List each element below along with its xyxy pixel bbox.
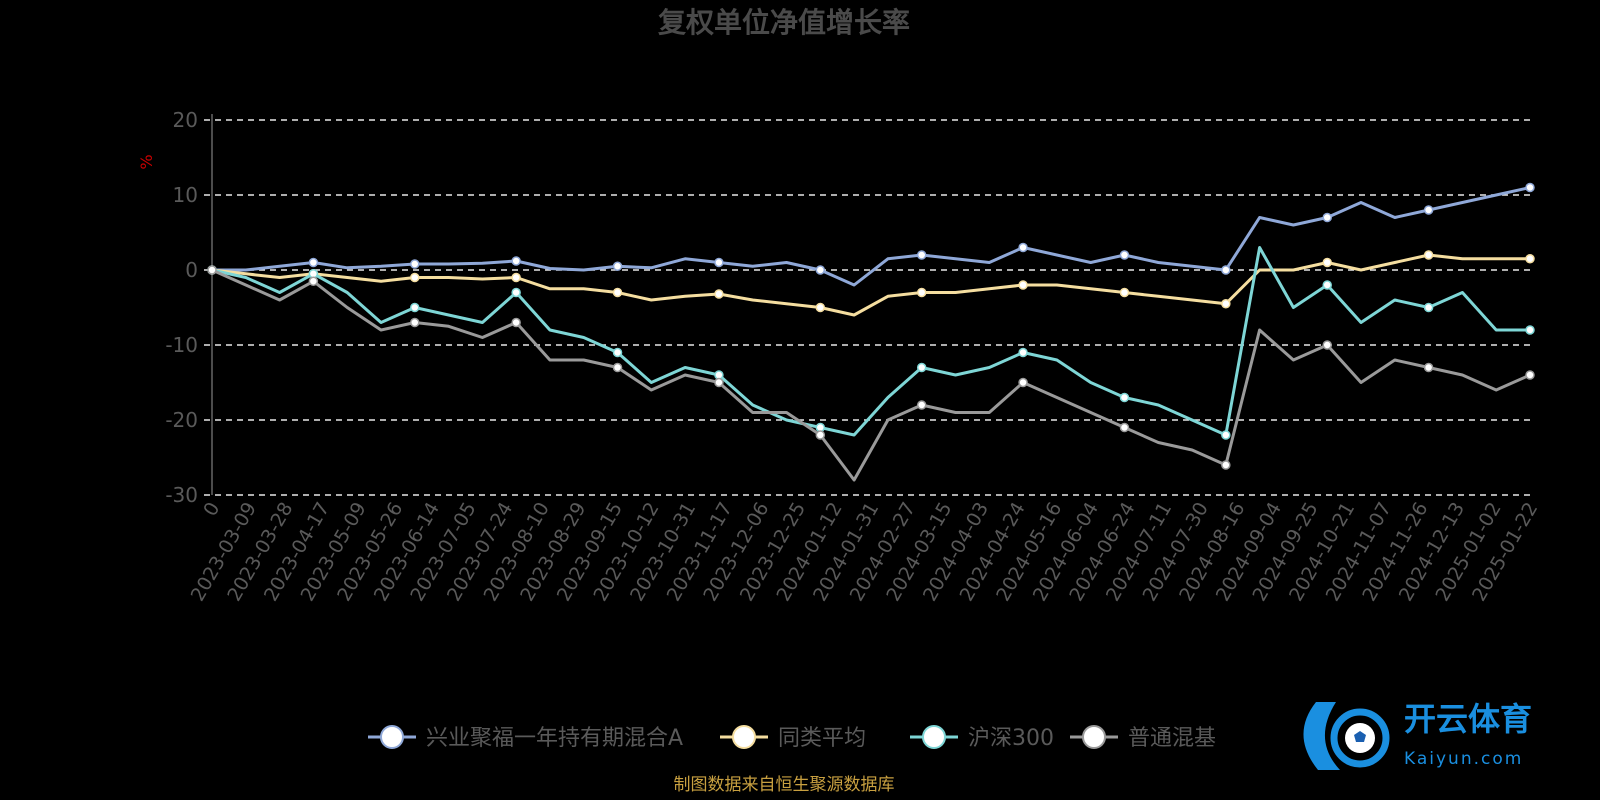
y-tick-label: -10: [165, 333, 198, 357]
series-1-point: [1322, 257, 1332, 268]
series-2-point: [1322, 280, 1332, 290]
series-0-point: [815, 265, 826, 275]
series-2-point: [1525, 325, 1535, 335]
legend-label: 同类平均: [778, 726, 866, 751]
y-tick-label: 0: [185, 258, 198, 282]
series-0-point: [612, 261, 623, 271]
series-3-group: [207, 265, 1535, 482]
y-tick-label: -20: [165, 408, 198, 432]
series-3-point: [1322, 340, 1332, 350]
series-0-point: [511, 256, 521, 266]
series-3-point: [916, 400, 927, 410]
series-0-line: [212, 186, 1531, 287]
series-0-point: [1322, 212, 1332, 223]
series-3-point: [714, 377, 724, 388]
y-tick-label: -30: [165, 483, 198, 507]
series-2-point: [916, 362, 927, 373]
legend-item-1[interactable]: 同类平均: [720, 725, 866, 751]
legend-item-2[interactable]: 沪深300: [910, 725, 1054, 751]
watermark-text: 开云体育: [1404, 700, 1532, 738]
series-1-point: [1221, 299, 1231, 309]
series-3-line: [211, 268, 1531, 482]
logo-ball-ring: [1330, 708, 1390, 768]
y-tick-label: 20: [173, 108, 198, 132]
series-0-point: [410, 259, 420, 269]
series-2-point: [1221, 430, 1231, 440]
legend: 兴业聚福一年持有期混合A 同类平均 沪深300 普通混基: [368, 725, 1216, 751]
y-unit-label: %: [137, 154, 156, 169]
legend-label: 沪深300: [968, 726, 1054, 751]
series-3-point: [1119, 422, 1130, 433]
watermark-logo: 开云体育 Kaiyun.com: [1303, 700, 1532, 770]
legend-label: 兴业聚福一年持有期混合A: [426, 726, 683, 751]
series-1-point: [1525, 254, 1535, 264]
series-0-point: [1525, 182, 1535, 193]
y-tick-label: 10: [173, 183, 198, 207]
series-0-group: [207, 182, 1535, 287]
series-3-point: [1221, 460, 1231, 470]
legend-marker: [922, 725, 946, 749]
ball-pentagon: [1354, 731, 1366, 742]
series-1-point: [1119, 287, 1130, 298]
legend-marker: [1082, 725, 1106, 749]
series-1-point: [410, 272, 420, 283]
series-3-point: [308, 276, 319, 286]
series-0-point: [1119, 250, 1130, 260]
watermark-sub: Kaiyun.com: [1404, 749, 1523, 769]
legend-marker: [732, 725, 756, 749]
series-1-group: [207, 250, 1535, 317]
source-note: 制图数据来自恒生聚源数据库: [674, 775, 895, 795]
series-3-point: [511, 317, 521, 328]
series-1-point: [1018, 280, 1028, 290]
series-0-point: [714, 257, 724, 268]
legend-item-3[interactable]: 普通混基: [1070, 725, 1216, 751]
series-1-point: [916, 287, 927, 298]
series-3-point: [207, 265, 217, 275]
series-1-point: [815, 302, 826, 313]
series-0-point: [1018, 242, 1028, 253]
series-1-point: [714, 289, 724, 299]
series-2-point: [612, 347, 623, 358]
series-0-point: [1221, 265, 1231, 275]
series-3-point: [1423, 362, 1434, 373]
series-1-line: [211, 253, 1530, 317]
series-3-point: [410, 317, 420, 328]
series-2-point: [1423, 302, 1434, 313]
series-lines: [207, 182, 1535, 482]
legend-item-0[interactable]: 兴业聚福一年持有期混合A: [368, 725, 683, 751]
series-1-point: [511, 272, 521, 283]
series-1-point: [1423, 250, 1434, 260]
x-axis: 02023-03-092023-03-282023-04-172023-05-0…: [187, 498, 1543, 605]
series-1-point: [612, 287, 623, 298]
chart-title: 复权单位净值增长率: [658, 6, 910, 39]
legend-label: 普通混基: [1128, 726, 1216, 751]
series-0-point: [1423, 205, 1434, 215]
series-2-point: [1119, 392, 1130, 403]
series-0-point: [308, 257, 319, 268]
series-3-point: [815, 430, 826, 440]
series-3-point: [1525, 370, 1535, 380]
series-0-point: [916, 250, 927, 260]
series-2-group: [207, 246, 1535, 440]
series-2-line: [211, 246, 1530, 437]
x-tick-label: 0: [199, 499, 224, 520]
logo-k-stroke: [1303, 702, 1340, 770]
series-3-point: [612, 362, 623, 373]
series-2-point: [410, 302, 420, 313]
series-3-point: [1018, 377, 1028, 388]
series-2-point: [1018, 347, 1028, 358]
series-2-point: [511, 287, 521, 298]
y-axis: 20 10 0 -10 -20 -30: [165, 108, 213, 507]
legend-marker: [380, 725, 404, 749]
